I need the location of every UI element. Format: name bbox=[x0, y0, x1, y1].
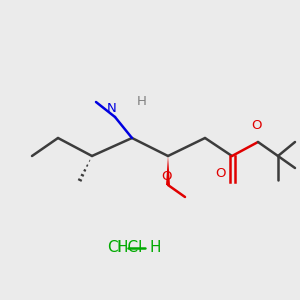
Text: Cl: Cl bbox=[108, 241, 122, 256]
Text: O: O bbox=[161, 170, 171, 183]
Text: HCl: HCl bbox=[117, 241, 143, 256]
Text: H: H bbox=[137, 95, 147, 108]
Text: N: N bbox=[107, 102, 117, 115]
Text: O: O bbox=[251, 119, 261, 132]
Polygon shape bbox=[166, 156, 170, 185]
Text: H: H bbox=[149, 241, 161, 256]
Text: O: O bbox=[215, 167, 225, 180]
